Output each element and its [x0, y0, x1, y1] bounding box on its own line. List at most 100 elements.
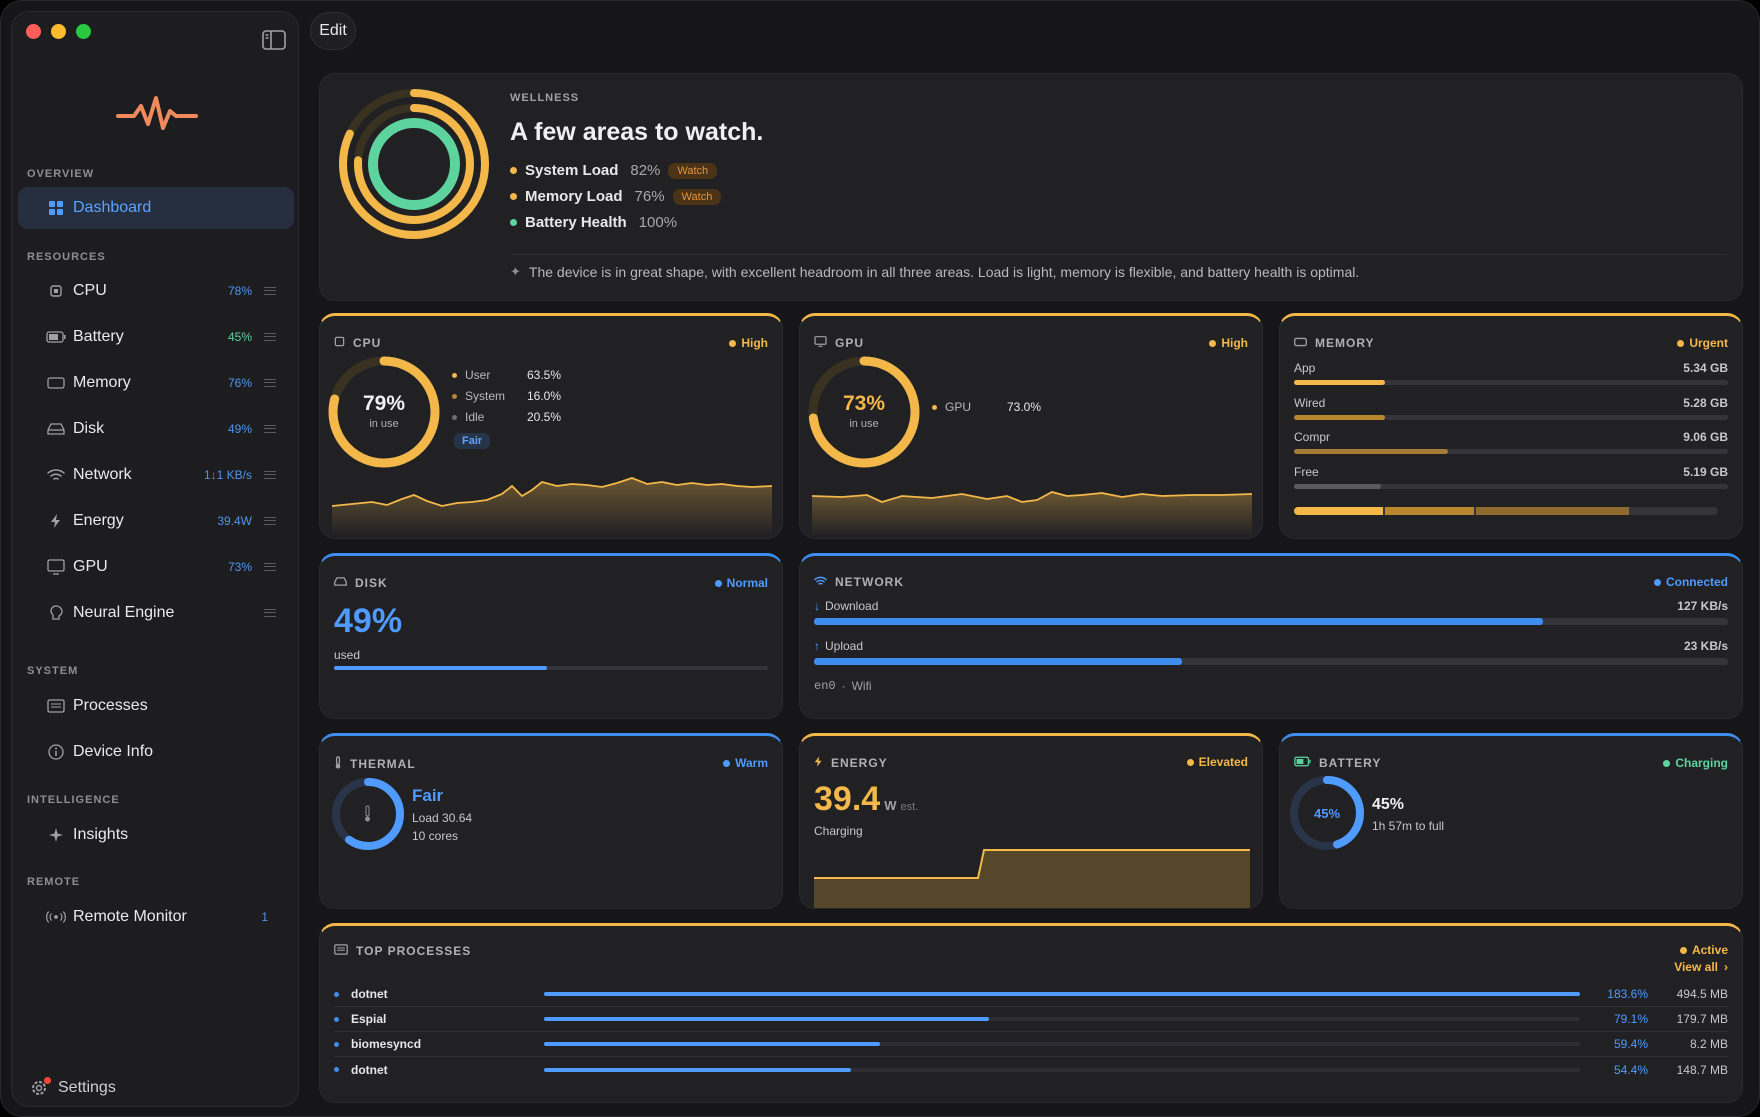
memory-row-bar-fill — [1294, 449, 1449, 454]
wellness-headline: A few areas to watch. — [510, 118, 764, 146]
sidebar-item-value: 49% — [227, 422, 252, 436]
cpu-percent: 79% — [362, 392, 406, 415]
chevron-right-icon: › — [1724, 960, 1728, 974]
wellness-item-name: Memory Load — [525, 188, 623, 205]
process-memory: 148.7 MB — [1676, 1062, 1728, 1077]
cpu-health-badge: Fair — [454, 433, 491, 449]
sidebar-item-memory[interactable]: Memory 76% — [18, 362, 294, 404]
sidebar-item-network[interactable]: Network 1↓1 KB/s — [18, 454, 294, 496]
sidebar-item-label: Device Info — [73, 743, 154, 760]
cpu-history-sparkline — [332, 477, 772, 536]
drag-handle-icon[interactable] — [264, 379, 276, 387]
section-remote: REMOTE — [27, 876, 81, 888]
sidebar-item-dashboard[interactable]: Dashboard — [18, 187, 294, 229]
drag-handle-icon[interactable] — [264, 333, 276, 341]
drag-handle-icon[interactable] — [264, 471, 276, 479]
gpu-gauge-arc — [808, 356, 920, 468]
memory-row-value: 5.28 GB — [1683, 396, 1728, 410]
wellness-summary-text: The device is in great shape, with excel… — [528, 264, 1360, 280]
cpu-card[interactable]: CPU High 79% in use User 63.5% System 16.0… — [319, 313, 783, 539]
memory-composition-bar — [1294, 507, 1718, 515]
sidebar-item-value: 45% — [227, 330, 252, 344]
legend-value: 20.5% — [527, 410, 562, 424]
bolt-icon — [814, 755, 823, 771]
thermal-card-title: THERMAL — [334, 756, 416, 772]
close-button[interactable] — [26, 24, 41, 39]
view-all-link[interactable]: View all › — [1674, 960, 1728, 974]
sidebar-item-gpu[interactable]: GPU 73% — [18, 546, 294, 588]
sidebar-item-cpu[interactable]: CPU 78% — [18, 270, 294, 312]
process-cpu-bar — [544, 1042, 1580, 1046]
legend-value: 63.5% — [527, 368, 562, 382]
memory-card[interactable]: MEMORY Urgent App 5.34 GB Wired 5.28 GB … — [1279, 313, 1743, 539]
process-row[interactable]: dotnet 183.6% 494.5 MB — [334, 982, 1728, 1007]
minimize-button[interactable] — [51, 24, 66, 39]
drag-handle-icon[interactable] — [264, 517, 276, 525]
process-cpu-bar-fill — [544, 992, 1580, 996]
wellness-item-value: 82% — [630, 162, 661, 179]
disk-card[interactable]: DISK Normal 49% used — [319, 553, 783, 719]
legend-value: 16.0% — [527, 389, 562, 403]
cpu-chip-icon — [334, 336, 345, 350]
thermal-card[interactable]: THERMAL Warm Fair Load 30.64 10 cores — [319, 733, 783, 909]
sidebar-item-processes[interactable]: Processes — [18, 685, 294, 727]
process-row[interactable]: Espial 79.1% 179.7 MB — [334, 1007, 1728, 1032]
sidebar-item-neural-engine[interactable]: Neural Engine — [18, 592, 294, 634]
process-cpu: 54.4% — [1613, 1062, 1648, 1077]
upload-bar — [814, 658, 1728, 665]
process-row[interactable]: biomesyncd 59.4% 8.2 MB — [334, 1032, 1728, 1057]
wellness-item-value: 76% — [634, 188, 665, 205]
settings-button[interactable]: Settings — [30, 1077, 116, 1097]
info-icon — [46, 742, 66, 762]
status-badge: Warm — [723, 756, 768, 770]
sidebar-item-battery[interactable]: Battery 45% — [18, 316, 294, 358]
drag-handle-icon[interactable] — [264, 609, 276, 617]
memory-row-label: App — [1294, 361, 1316, 375]
battery-card[interactable]: BATTERY Charging 45% 45% 1h 57m to full — [1279, 733, 1743, 909]
download-label-text: Download — [825, 599, 879, 613]
memory-icon — [46, 373, 66, 393]
sidebar-item-remote-monitor[interactable]: Remote Monitor 1 — [18, 896, 294, 938]
process-cpu-bar — [544, 1017, 1580, 1021]
edit-button[interactable]: Edit — [310, 12, 356, 50]
process-name: dotnet — [351, 1062, 388, 1077]
sidebar-item-device-info[interactable]: Device Info — [18, 731, 294, 773]
battery-gauge — [1290, 776, 1364, 850]
wellness-item: Memory Load 76% Watch — [510, 188, 722, 205]
memory-card-title: MEMORY — [1294, 336, 1375, 350]
legend-name: Idle — [465, 410, 485, 424]
gpu-sub: in use — [849, 418, 879, 430]
display-icon — [46, 557, 66, 577]
battery-icon — [1294, 756, 1311, 770]
battery-sub: 1h 57m to full — [1372, 819, 1445, 833]
drag-handle-icon[interactable] — [264, 287, 276, 295]
sidebar-item-energy[interactable]: Energy 39.4W — [18, 500, 294, 542]
cpu-legend-system: System 16.0% — [452, 389, 561, 403]
composition-segment-compr — [1476, 507, 1629, 515]
zoom-button[interactable] — [76, 24, 91, 39]
wellness-item: System Load 82% Watch — [510, 162, 718, 179]
sidebar-item-value: 1 — [261, 910, 268, 924]
sidebar-item-label: Energy — [73, 512, 124, 529]
drag-handle-icon[interactable] — [264, 563, 276, 571]
sidebar-item-disk[interactable]: Disk 49% — [18, 408, 294, 450]
network-card[interactable]: NETWORK Connected ↓ Download 127 KB/s ↑ Up… — [799, 553, 1743, 719]
memory-icon — [1294, 336, 1307, 350]
download-bar-fill — [814, 618, 1544, 625]
gpu-card[interactable]: GPU High 73% in use GPU 73.0% — [799, 313, 1263, 539]
card-title-text: TOP PROCESSES — [356, 944, 472, 958]
process-memory: 179.7 MB — [1676, 1012, 1728, 1026]
energy-card[interactable]: ENERGY Elevated 39.4 W est. Charging — [799, 733, 1263, 909]
processes-card-title: TOP PROCESSES — [334, 944, 471, 958]
sidebar-item-label: Remote Monitor — [73, 908, 187, 925]
sidebar-toggle-icon[interactable] — [262, 30, 286, 50]
disk-usage-bar-fill — [334, 666, 547, 670]
grid-icon — [46, 198, 66, 218]
card-title-text: BATTERY — [1319, 756, 1382, 770]
memory-row-bar-fill — [1294, 484, 1381, 489]
sidebar-item-insights[interactable]: Insights — [18, 814, 294, 856]
process-row[interactable]: dotnet 54.4% 148.7 MB — [334, 1057, 1728, 1082]
gpu-card-title: GPU — [814, 336, 864, 350]
memory-row-value: 9.06 GB — [1683, 430, 1728, 444]
drag-handle-icon[interactable] — [264, 425, 276, 433]
